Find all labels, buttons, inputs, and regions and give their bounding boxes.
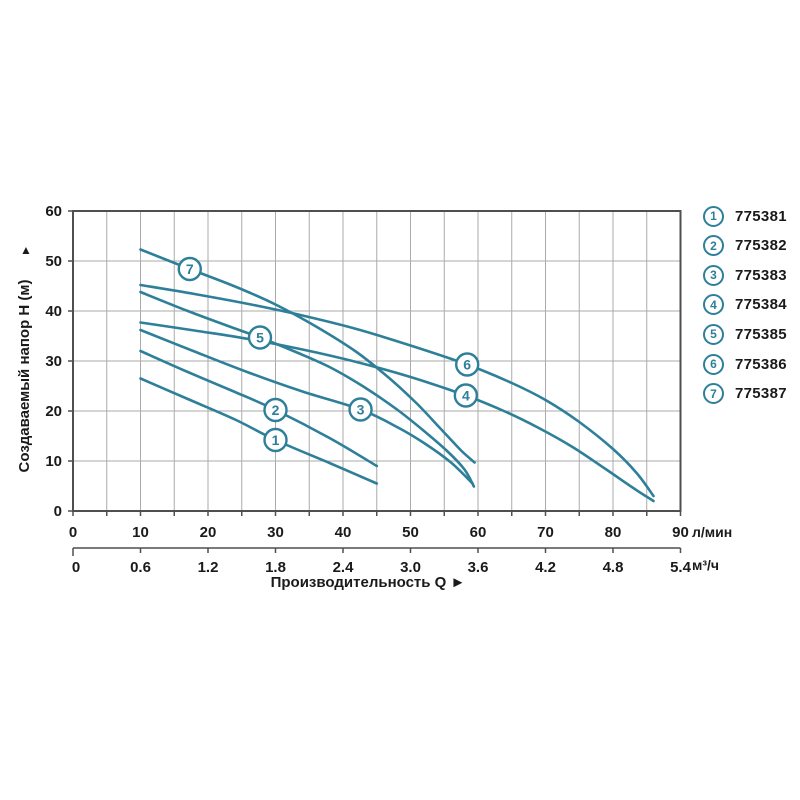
legend-item-775382: 2 775382 [703,233,787,259]
legend-model-label: 775386 [735,355,787,373]
y-tick-label: 40 [45,303,62,320]
legend-model-label: 775385 [735,325,787,343]
x-tick-label: 70 [537,524,554,541]
x-tick-label: 0 [69,524,77,541]
legend-model-label: 775381 [735,207,787,225]
secondary-tick-label: 2.4 [333,559,355,576]
y-tick-label: 50 [45,253,62,270]
legend-model-label: 775384 [735,296,787,314]
legend-model-label: 775387 [735,385,787,403]
curve-label-circle [263,397,288,423]
secondary-tick-label: 3.0 [400,559,421,576]
secondary-tick-label: 3.6 [468,559,489,576]
curve-label-circle [455,352,480,377]
curve-label-number: 5 [256,330,264,346]
legend-model-label: 775382 [735,237,787,255]
x-tick-label: 30 [267,524,284,541]
x-tick-label: 10 [132,524,149,541]
curve-label-number: 6 [463,357,471,373]
secondary-tick-label: 4.2 [535,559,556,576]
x-axis-unit-primary: л/мин [692,524,733,540]
curve-775383 [139,328,474,485]
curve-label-5: 5 [247,325,273,350]
curve-label-number: 2 [272,402,280,418]
y-tick-label: 30 [45,353,62,370]
y-axis-title-text: Создаваемый напор H (м) [16,279,33,473]
y-tick-label: 0 [54,503,62,520]
legend-number-badge: 4 [703,294,724,316]
x-axis-arrow-icon: ► [450,574,466,591]
x-axis-unit-secondary: м³/ч [692,557,720,573]
secondary-tick-label: 5.4 [670,559,692,576]
curve-775381 [139,377,379,485]
curve-label-7: 7 [177,256,202,282]
legend-number-badge: 2 [703,235,724,257]
legend-number-badge: 5 [703,323,724,345]
plot-border [72,210,682,512]
curve-label-3: 3 [348,397,373,422]
curve-label-number: 3 [357,402,365,418]
curve-775385 [139,290,476,488]
y-axis-title: Создаваемый напор H (м) [16,216,38,536]
curve-label-circle [453,383,479,408]
curve-label-number: 4 [462,388,470,404]
y-tick-label: 10 [45,453,62,470]
x-tick-label: 60 [470,524,487,541]
x-tick-label: 40 [335,524,352,541]
curve-775382 [139,349,379,468]
legend-number-badge: 3 [703,264,724,286]
legend-item-775383: 3 775383 [703,262,787,288]
x-axis-title: Производительность Q ► [168,574,568,591]
curve-label-6: 6 [455,352,480,377]
curve-label-1: 1 [263,427,288,453]
y-axis-arrow-icon: ▲ [20,243,32,257]
secondary-tick-label: 0.6 [130,559,151,576]
x-tick-label: 50 [402,524,419,541]
legend-item-775385: 5 775385 [703,321,787,347]
secondary-tick-label: 1.2 [198,559,219,576]
x-tick-label: 20 [200,524,217,541]
y-tick-label: 60 [45,203,62,220]
curve-label-circle [263,427,288,453]
axis-ticks [68,210,682,516]
secondary-tick-label: 0 [72,559,80,576]
curve-label-circle [348,397,373,422]
plot-grid [73,211,681,511]
x-tick-label: 80 [605,524,622,541]
legend-item-775387: 7 775387 [703,381,787,407]
legend-item-775384: 4 775384 [703,292,787,318]
legend-number-badge: 1 [703,205,724,227]
curve-label-number: 7 [186,261,194,277]
legend-number-badge: 7 [703,383,724,405]
curve-label-2: 2 [263,397,288,423]
legend-number-badge: 6 [703,353,724,375]
curve-label-circle [177,256,202,282]
x-axis-title-text: Производительность Q [270,574,447,591]
legend-item-775386: 6 775386 [703,351,787,377]
curve-label-circle [247,325,273,350]
legend-model-label: 775383 [735,266,787,284]
secondary-tick-label: 1.8 [265,559,286,576]
legend-item-775381: 1 775381 [703,203,787,229]
curve-775386 [139,283,655,498]
secondary-tick-label: 4.8 [603,559,624,576]
curve-775387 [139,248,476,464]
x-tick-label: 90 [672,524,689,541]
curve-label-4: 4 [453,383,479,408]
y-tick-label: 20 [45,403,62,420]
curve-label-number: 1 [272,432,280,448]
